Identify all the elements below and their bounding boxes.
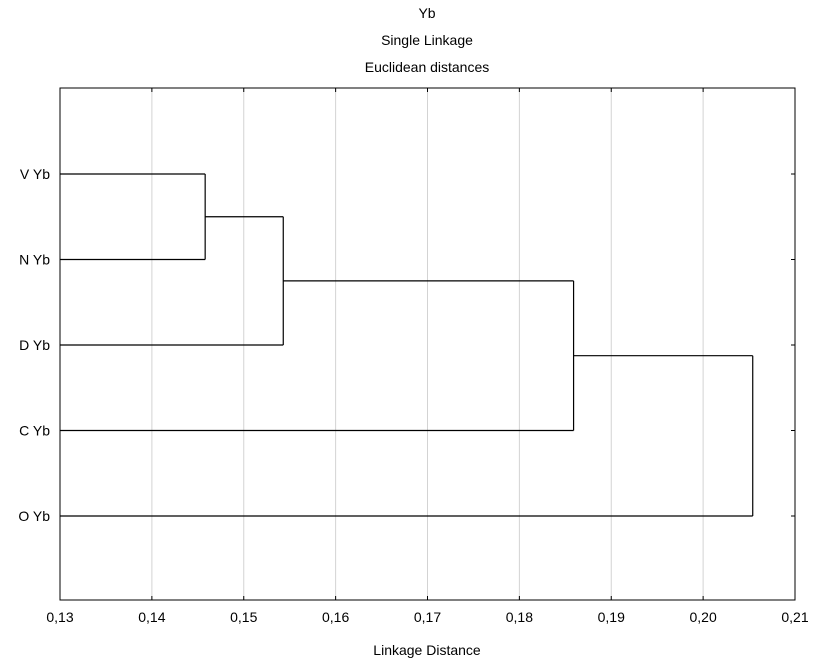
leaf-label: C Yb xyxy=(19,423,50,439)
axis-ticks xyxy=(59,88,796,600)
chart-title-line-3: Euclidean distances xyxy=(365,59,490,75)
chart-title-line-1: Yb xyxy=(418,5,435,21)
leaf-label: N Yb xyxy=(19,252,50,268)
leaf-label: D Yb xyxy=(19,337,50,353)
leaf-label: V Yb xyxy=(20,166,50,182)
grid-lines xyxy=(151,88,704,600)
x-tick-label: 0,21 xyxy=(781,609,808,625)
x-tick-label: 0,19 xyxy=(598,609,625,625)
dendrogram-tree xyxy=(60,173,754,517)
x-tick-label: 0,20 xyxy=(690,609,717,625)
x-tick-label: 0,18 xyxy=(506,609,533,625)
x-tick-label: 0,17 xyxy=(414,609,441,625)
chart-title-line-2: Single Linkage xyxy=(381,32,473,48)
x-tick-labels: 0,13 0,14 0,15 0,16 0,17 0,18 0,19 0,20 0,21 xyxy=(46,609,808,625)
x-tick-label: 0,13 xyxy=(46,609,73,625)
x-axis-label: Linkage Distance xyxy=(373,642,481,658)
x-tick-label: 0,16 xyxy=(322,609,349,625)
x-tick-label: 0,15 xyxy=(230,609,257,625)
chart-title: Yb Single Linkage Euclidean distances xyxy=(365,5,490,75)
x-tick-label: 0,14 xyxy=(138,609,165,625)
leaf-label: O Yb xyxy=(18,508,50,524)
leaf-labels: V Yb N Yb D Yb C Yb O Yb xyxy=(18,166,50,524)
